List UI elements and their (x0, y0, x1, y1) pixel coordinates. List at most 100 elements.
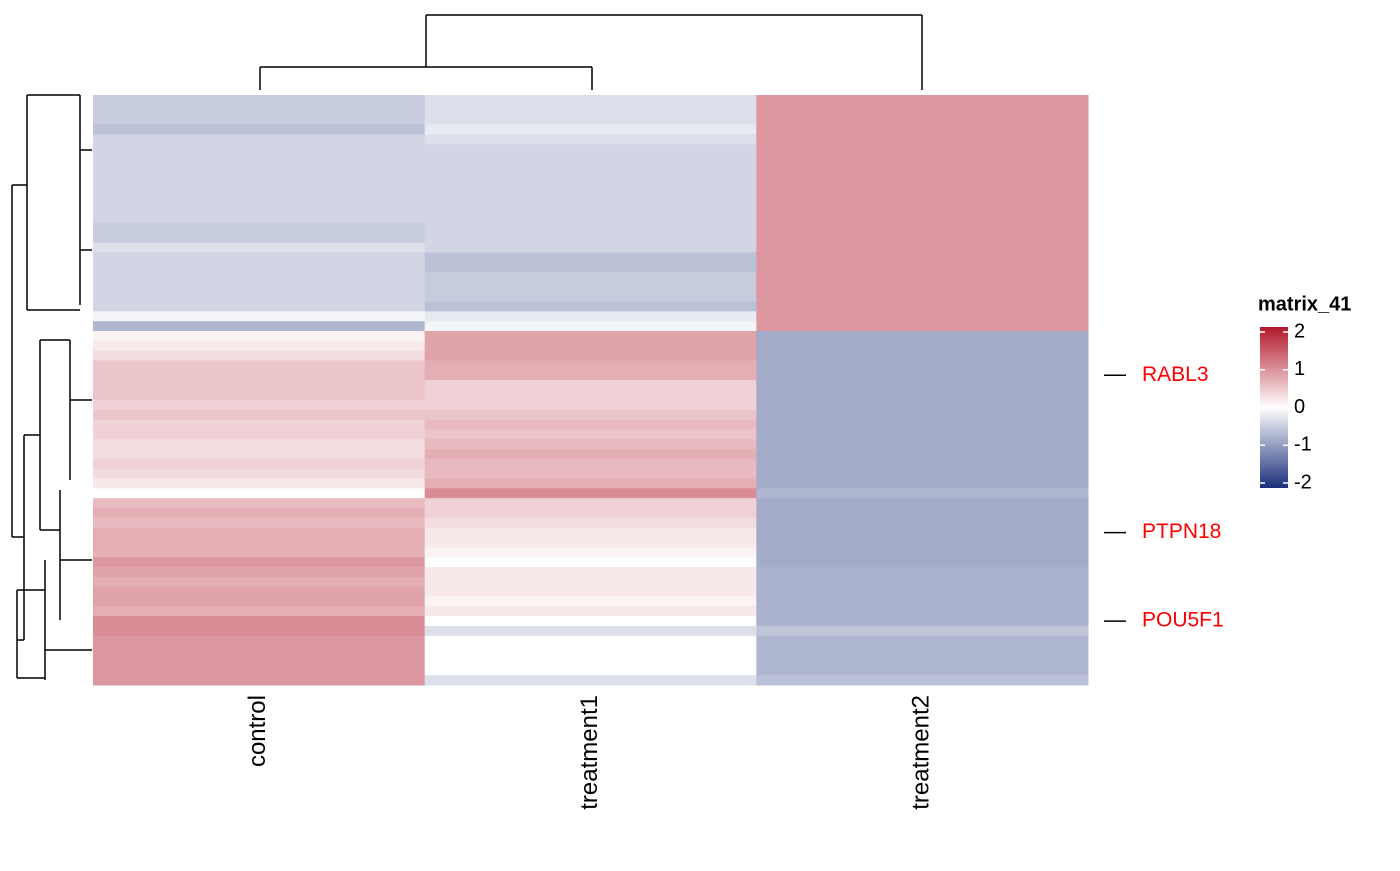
heatmap-cell (93, 213, 426, 224)
heatmap-cell (93, 242, 426, 253)
heatmap-cell (756, 311, 1089, 322)
heatmap-cell (756, 183, 1089, 194)
heatmap-cell (424, 242, 757, 253)
heatmap-cell (756, 203, 1089, 214)
heatmap-cell (756, 547, 1089, 558)
heatmap-cell (756, 606, 1089, 617)
heatmap-cell (756, 537, 1089, 548)
heatmap-cell (756, 380, 1089, 391)
heatmap-cell (424, 399, 757, 411)
heatmap-cell (756, 114, 1089, 125)
heatmap-cell (93, 626, 426, 637)
heatmap-cell (756, 616, 1089, 627)
heatmap-cell (93, 498, 426, 509)
heatmap-cell (93, 655, 426, 666)
heatmap-cell (93, 350, 426, 361)
heatmap-cell (93, 557, 426, 568)
heatmap-cell (93, 183, 426, 194)
heatmap-cell (93, 193, 426, 204)
heatmap-cell (756, 360, 1089, 371)
heatmap-cell (93, 163, 426, 175)
heatmap-cell (756, 242, 1089, 253)
heatmap-cell (756, 144, 1089, 155)
heatmap-cell (756, 576, 1089, 588)
heatmap-cell (93, 134, 426, 145)
heatmap-cell (756, 586, 1089, 597)
heatmap-cell (424, 527, 757, 538)
heatmap-cell (756, 635, 1089, 647)
heatmap-cell (93, 380, 426, 391)
heatmap-cell (756, 95, 1089, 106)
heatmap-cell (756, 399, 1089, 411)
heatmap-cell (93, 409, 426, 420)
heatmap-cell (93, 124, 426, 135)
heatmap-cell (424, 665, 757, 676)
heatmap-cell (756, 321, 1089, 332)
heatmap-cell (93, 222, 426, 234)
heatmap (93, 95, 1089, 686)
heatmap-cell (756, 301, 1089, 312)
heatmap-cell (756, 596, 1089, 607)
heatmap-cell (424, 203, 757, 214)
heatmap-cell (424, 567, 757, 578)
heatmap-cell (756, 331, 1089, 342)
heatmap-cell (93, 596, 426, 607)
heatmap-cell (424, 508, 757, 519)
heatmap-cell (424, 429, 757, 440)
heatmap-cell (93, 104, 426, 116)
heatmap-cell (424, 675, 757, 686)
heatmap-cell (424, 232, 757, 243)
heatmap-cell (93, 272, 426, 283)
heatmap-cell (756, 104, 1089, 116)
heatmap-cell (93, 547, 426, 558)
heatmap-cell (756, 124, 1089, 135)
heatmap-cell (93, 262, 426, 273)
heatmap-cell (424, 380, 757, 391)
heatmap-cell (93, 508, 426, 519)
heatmap-cell (93, 95, 426, 106)
heatmap-cell (93, 616, 426, 627)
heatmap-cell (424, 183, 757, 194)
heatmap-cell (424, 655, 757, 666)
heatmap-cell (424, 488, 757, 499)
heatmap-cell (424, 616, 757, 627)
heatmap-cell (756, 134, 1089, 145)
heatmap-cell (93, 390, 426, 401)
heatmap-cell (756, 488, 1089, 499)
heatmap-cell (93, 340, 426, 352)
heatmap-cell (756, 557, 1089, 568)
heatmap-cell (424, 104, 757, 116)
heatmap-cell (756, 468, 1089, 479)
heatmap-cell (756, 154, 1089, 165)
heatmap-cell (756, 626, 1089, 637)
heatmap-cell (424, 449, 757, 460)
heatmap-cell (93, 567, 426, 578)
legend-title: matrix_41 (1258, 293, 1351, 315)
heatmap-cell (756, 429, 1089, 440)
heatmap-cell (756, 655, 1089, 666)
color-tick-label: 1 (1294, 358, 1305, 380)
heatmap-cell (93, 537, 426, 548)
row-dendrogram (11, 94, 92, 680)
heatmap-cell (424, 557, 757, 568)
heatmap-cell (424, 291, 757, 302)
heatmap-cell (424, 537, 757, 548)
heatmap-cell (93, 331, 426, 342)
heatmap-cell (424, 547, 757, 558)
heatmap-cell (424, 370, 757, 381)
heatmap-cell (93, 576, 426, 588)
heatmap-cell (93, 468, 426, 479)
heatmap-cell (756, 675, 1089, 686)
heatmap-cell (93, 645, 426, 656)
row-label: PTPN18 (1142, 520, 1221, 543)
heatmap-cell (93, 252, 426, 263)
heatmap-cell (93, 635, 426, 647)
heatmap-cell (93, 281, 426, 293)
row-label: POU5F1 (1142, 609, 1224, 632)
heatmap-cell (424, 350, 757, 361)
heatmap-cell (756, 567, 1089, 578)
heatmap-cell (756, 213, 1089, 224)
heatmap-cell (93, 606, 426, 617)
